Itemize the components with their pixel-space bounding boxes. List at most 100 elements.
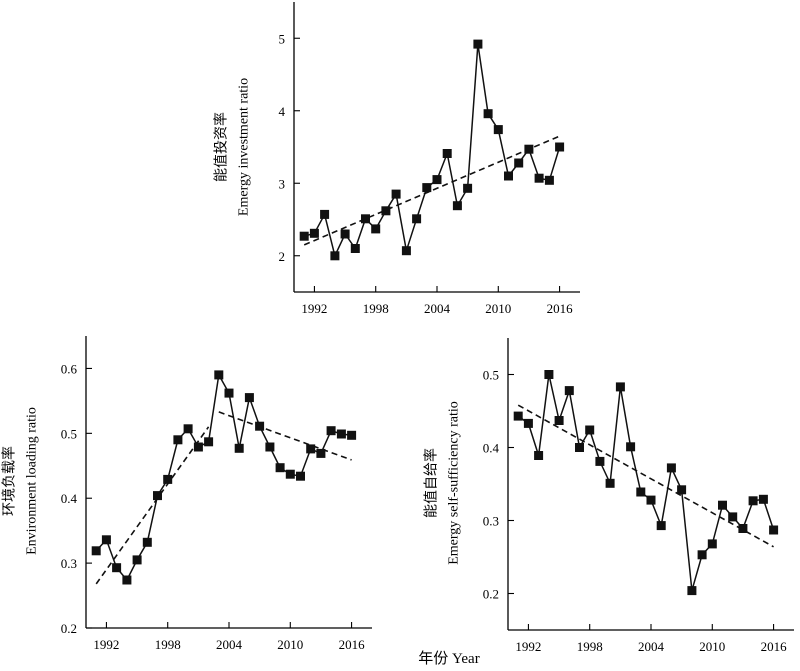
data-point xyxy=(309,228,319,238)
y-tick-label: 0.3 xyxy=(61,556,77,571)
y-tick-label: 0.4 xyxy=(61,491,78,506)
data-point xyxy=(350,244,360,253)
data-point xyxy=(626,442,636,452)
y-tick-label: 0.3 xyxy=(483,514,499,529)
y-axis-label-en: Emergy investment ratio xyxy=(237,78,252,216)
y-axis-label-cn: 能值投资率 xyxy=(213,112,230,182)
data-point xyxy=(381,206,391,216)
trend-line xyxy=(218,411,352,461)
data-point xyxy=(738,524,748,533)
data-point xyxy=(193,442,203,452)
data-point xyxy=(306,444,316,454)
x-tick-label: 2004 xyxy=(216,637,243,652)
x-tick-label: 2016 xyxy=(761,639,788,654)
data-point xyxy=(132,555,142,565)
series-line xyxy=(95,372,352,582)
data-point xyxy=(728,512,738,522)
data-point xyxy=(224,388,234,398)
data-point xyxy=(244,393,254,403)
data-point xyxy=(524,144,534,154)
data-point xyxy=(204,437,214,447)
data-point xyxy=(285,469,295,479)
data-point xyxy=(687,586,697,596)
data-point xyxy=(142,537,152,547)
data-point xyxy=(523,418,533,428)
data-point xyxy=(214,370,224,380)
data-point xyxy=(758,494,768,504)
data-point xyxy=(544,175,554,185)
data-point xyxy=(534,173,544,183)
data-point xyxy=(101,535,111,545)
data-point xyxy=(412,214,422,224)
y-tick-label: 5 xyxy=(279,31,286,46)
x-tick-label: 1992 xyxy=(515,639,541,654)
data-point xyxy=(299,231,309,241)
chart-panel-3: 0.2 0.3 0.4 0.5 1992 1998 2004 2010 2016 能值自给率 Eme… xyxy=(423,338,794,654)
y-tick-label: 0.2 xyxy=(61,621,77,636)
data-point xyxy=(234,443,244,453)
data-point xyxy=(605,478,615,488)
x-tick-label: 2004 xyxy=(638,639,665,654)
y-axis-label-cn: 环境负载率 xyxy=(1,446,18,516)
y-axis-label-en: Emergy self-sufficiency ratio xyxy=(447,401,462,565)
data-point xyxy=(330,251,340,261)
y-axis-label-cn: 能值自给率 xyxy=(423,448,440,518)
trend-line xyxy=(517,404,774,548)
data-point xyxy=(595,456,605,466)
y-tick-label: 0.4 xyxy=(483,441,500,456)
data-point xyxy=(432,175,442,185)
chart-panel-1: 2 3 4 5 1992 1998 2004 2010 2016 能值投资率 Emergy inve… xyxy=(213,2,580,316)
data-point xyxy=(122,575,132,585)
data-point xyxy=(473,39,483,49)
y-tick-label: 3 xyxy=(279,176,286,191)
x-tick-label: 2010 xyxy=(485,301,511,316)
data-point xyxy=(340,229,350,239)
data-point xyxy=(707,539,717,549)
data-point xyxy=(371,224,381,234)
y-axis-label-en: Environment loading ratio xyxy=(25,407,40,555)
data-point xyxy=(544,370,554,379)
x-axis-caption: 年份 Year xyxy=(418,650,479,667)
data-point xyxy=(112,563,122,573)
data-point xyxy=(163,474,173,484)
series-line xyxy=(303,43,561,259)
data-point xyxy=(575,443,584,452)
data-point xyxy=(514,158,524,168)
data-point xyxy=(615,382,625,392)
data-point xyxy=(320,209,330,219)
x-tick-label: 2016 xyxy=(547,301,574,316)
data-point xyxy=(316,448,326,458)
data-point xyxy=(697,550,707,560)
x-tick-label: 1998 xyxy=(577,639,603,654)
data-point xyxy=(564,386,574,396)
series-line xyxy=(517,374,775,591)
data-point xyxy=(748,496,758,506)
data-point xyxy=(401,246,411,256)
data-point xyxy=(554,416,564,425)
data-point xyxy=(153,491,162,501)
data-point xyxy=(555,142,565,152)
data-point xyxy=(463,183,473,193)
data-point xyxy=(422,183,432,193)
data-point xyxy=(718,500,727,510)
data-point xyxy=(656,521,666,531)
data-point xyxy=(255,421,265,431)
data-point xyxy=(347,430,357,440)
data-point xyxy=(769,525,779,535)
x-tick-label: 2016 xyxy=(339,637,366,652)
x-tick-label: 1992 xyxy=(93,637,119,652)
data-point xyxy=(504,171,513,181)
x-tick-label: 1992 xyxy=(301,301,327,316)
trend-line xyxy=(95,426,210,585)
x-tick-label: 2010 xyxy=(277,637,303,652)
data-point xyxy=(442,149,452,158)
data-point xyxy=(483,109,493,119)
data-point xyxy=(646,495,656,505)
x-tick-label: 1998 xyxy=(363,301,389,316)
data-point xyxy=(183,424,193,434)
y-tick-label: 0.5 xyxy=(483,368,499,383)
data-point xyxy=(493,125,503,135)
data-point xyxy=(296,471,305,481)
data-point xyxy=(361,214,370,224)
